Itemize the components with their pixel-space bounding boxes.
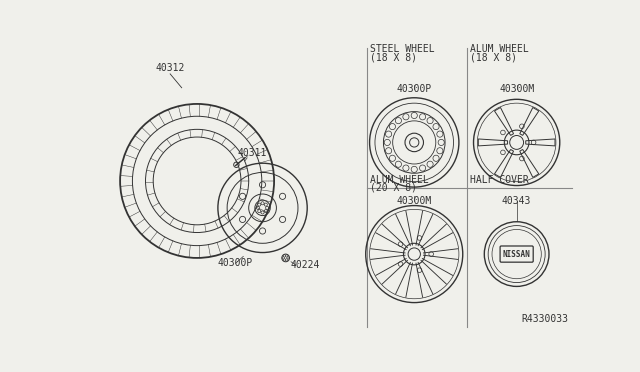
Text: 40311: 40311 <box>238 148 268 157</box>
Text: 40300P: 40300P <box>218 259 253 269</box>
Text: ALUM WHEEL: ALUM WHEEL <box>369 175 428 185</box>
Text: (20 X 8): (20 X 8) <box>369 183 417 193</box>
Text: 40300M: 40300M <box>499 84 534 94</box>
Text: NISSAN: NISSAN <box>503 250 531 259</box>
Text: 40224: 40224 <box>290 260 319 270</box>
Text: HALF COVER: HALF COVER <box>470 175 529 185</box>
Text: (18 X 8): (18 X 8) <box>470 52 516 62</box>
Text: R4330033: R4330033 <box>521 314 568 324</box>
Text: ALUM WHEEL: ALUM WHEEL <box>470 44 529 54</box>
Text: 40312: 40312 <box>156 63 185 73</box>
Text: 40343: 40343 <box>502 196 531 206</box>
Text: 40300P: 40300P <box>397 84 432 94</box>
Text: STEEL WHEEL: STEEL WHEEL <box>369 44 434 54</box>
Text: (18 X 8): (18 X 8) <box>369 52 417 62</box>
Text: 40300M: 40300M <box>397 196 432 206</box>
